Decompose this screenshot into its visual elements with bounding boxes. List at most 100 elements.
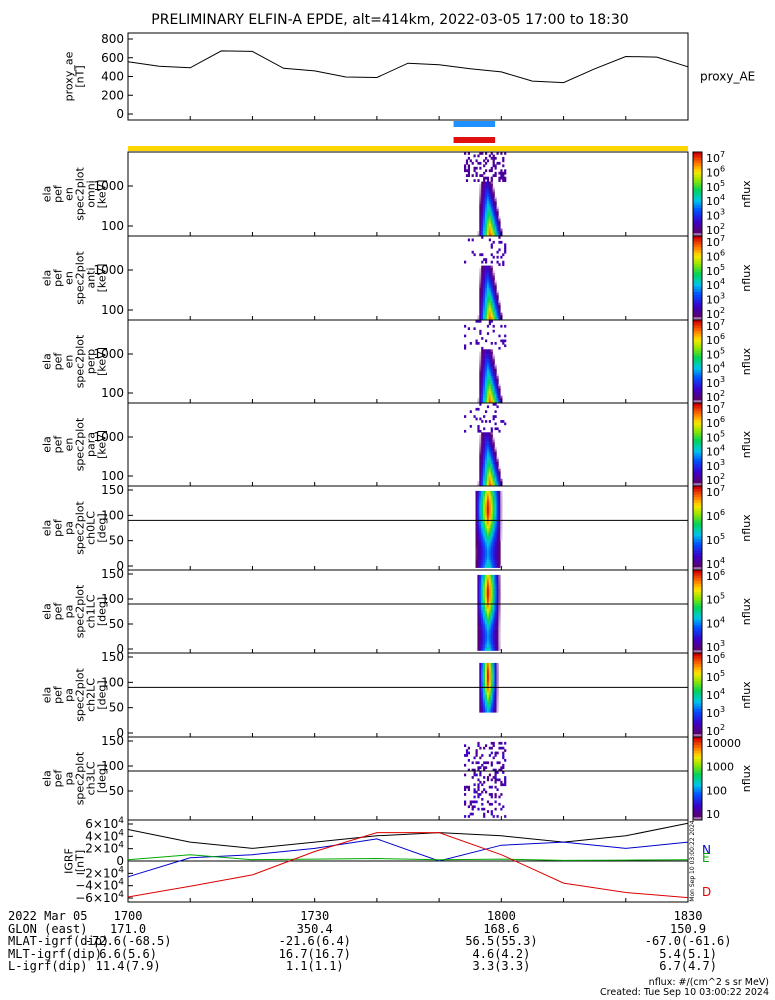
- footer-value: 56.5(55.3): [465, 934, 538, 948]
- spec-cell: [504, 749, 507, 752]
- spec-cell: [483, 176, 486, 180]
- spec-cell: [486, 159, 490, 163]
- spec-cell: [494, 577, 497, 580]
- spec-cell: [486, 265, 490, 269]
- spec-cell: [469, 812, 472, 816]
- spec-cell: [490, 378, 493, 382]
- spec-cell: [477, 785, 480, 789]
- spec-cell: [486, 176, 490, 180]
- spec-cell: [486, 305, 490, 308]
- spec-cell: [485, 640, 488, 644]
- footer-value: 6.6(5.6): [99, 946, 157, 961]
- spec-cell: [498, 263, 501, 266]
- y-tick-label: 100: [101, 469, 124, 483]
- spec-cell: [477, 530, 480, 534]
- spec-cell: [479, 587, 482, 590]
- colorbar-cell: [693, 286, 702, 290]
- spec-cell: [479, 268, 482, 271]
- spec-cell: [488, 508, 491, 511]
- spec-cell: [494, 613, 497, 617]
- spec-cell: [490, 268, 493, 271]
- spec-cell: [492, 483, 495, 487]
- spec-cell: [490, 633, 493, 637]
- spec-cell: [494, 368, 497, 372]
- colorbar-cell: [693, 455, 702, 459]
- spec-cell: [481, 152, 484, 155]
- colorbar-cell: [693, 353, 702, 357]
- spec-cell: [483, 582, 486, 585]
- colorbar-cell: [693, 511, 702, 515]
- spec-cell: [485, 493, 488, 497]
- spec-cell: [479, 454, 482, 457]
- spec-cell: [492, 476, 495, 479]
- spec-cell: [477, 525, 480, 529]
- spec-cell: [485, 552, 488, 556]
- spec-cell: [486, 606, 490, 610]
- spec-cell: [488, 388, 491, 392]
- spec-cell: [496, 692, 499, 696]
- spec-cell: [490, 552, 493, 556]
- spec-cell: [485, 152, 488, 155]
- spec-cell: [485, 545, 488, 549]
- spec-cell: [494, 473, 497, 477]
- spec-cell: [496, 218, 499, 222]
- spec-cell: [479, 589, 482, 593]
- spec-cell: [494, 317, 497, 321]
- spec-cell: [485, 702, 488, 706]
- spec-cell: [485, 339, 488, 343]
- spec-cell: [483, 464, 486, 467]
- spec-cell: [477, 560, 480, 563]
- spec-cell: [492, 604, 495, 607]
- spec-cell: [488, 371, 491, 374]
- spec-cell: [490, 680, 493, 683]
- spec-cell: [486, 351, 490, 355]
- spec-cell: [494, 366, 497, 370]
- spec-cell: [485, 393, 488, 396]
- spec-cell: [485, 213, 488, 217]
- spec-cell: [504, 339, 507, 343]
- spec-cell: [483, 704, 486, 708]
- y-axis-label: pef: [52, 685, 65, 704]
- spec-cell: [492, 302, 495, 306]
- spec-cell: [492, 196, 495, 200]
- footer-row-label: L-igrf(dip): [8, 959, 88, 973]
- spec-cell: [467, 174, 470, 177]
- spec-cell: [475, 498, 478, 502]
- colorbar-cell: [693, 692, 702, 696]
- spec-cell: [496, 626, 499, 629]
- colorbar-cell: [693, 199, 702, 203]
- spec-cell: [481, 305, 484, 308]
- spec-cell: [479, 203, 482, 207]
- spec-cell: [483, 354, 486, 357]
- spec-cell: [492, 191, 495, 195]
- colorbar-cell: [693, 447, 702, 451]
- y-axis-label: [deg]: [96, 597, 109, 626]
- spec-cell: [490, 648, 493, 651]
- spec-cell: [486, 405, 490, 409]
- spec-cell: [483, 483, 486, 487]
- spec-cell: [488, 682, 491, 686]
- colorbar-cell: [693, 597, 702, 601]
- colorbar: [692, 485, 703, 571]
- spec-cell: [490, 508, 493, 511]
- spec-cell: [496, 297, 499, 301]
- spec-cell: [492, 621, 495, 624]
- spec-cell: [490, 478, 493, 482]
- spec-cell: [486, 675, 490, 678]
- spec-cell: [492, 695, 495, 698]
- spec-cell: [488, 596, 491, 600]
- y-tick-label: 400: [101, 70, 124, 84]
- colorbar-tick-label: 104: [706, 444, 725, 459]
- spec-cell: [486, 493, 490, 497]
- spec-cell: [492, 400, 495, 404]
- spec-cell: [504, 245, 507, 249]
- y-tick-label: 50: [109, 617, 124, 631]
- spec-cell: [496, 221, 499, 224]
- spec-cell: [479, 231, 482, 234]
- colorbar-cell: [693, 411, 702, 415]
- spec-cell: [483, 587, 486, 590]
- spec-cell: [483, 606, 486, 610]
- spec-cell: [464, 169, 467, 173]
- spec-cell: [494, 640, 497, 644]
- colorbar-cell: [693, 530, 702, 534]
